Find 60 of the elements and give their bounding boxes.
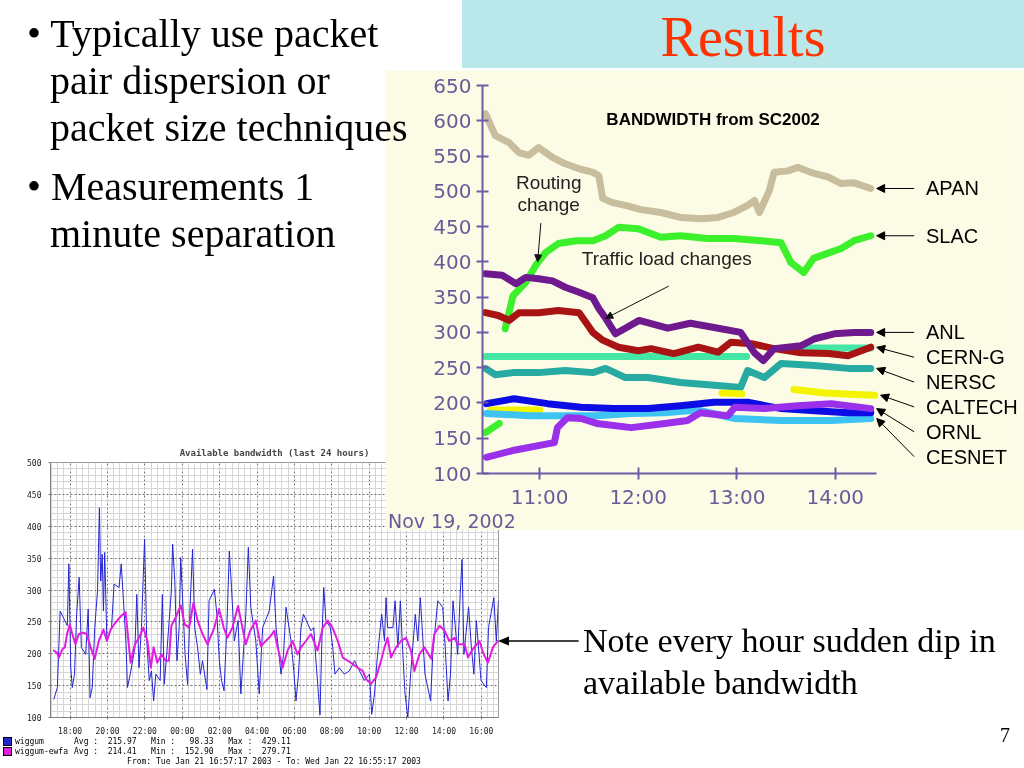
y-tick-label: 450 <box>433 214 472 239</box>
y-tick-label: 300 <box>27 586 42 596</box>
text: • Measurements 1 minute separation <box>27 163 337 257</box>
y-tick-label: 300 <box>433 320 472 345</box>
y-tick-label: 200 <box>27 650 42 660</box>
annotation: Note every hour sudden dip in available bandwidth <box>583 620 997 703</box>
y-tick-label: 500 <box>27 459 42 468</box>
text: CESNET <box>925 445 1008 468</box>
x-tick-label: 06:00 <box>282 726 307 736</box>
y-tick-label: 600 <box>433 108 472 133</box>
text: APAN <box>925 177 979 200</box>
text: SLAC <box>925 224 979 247</box>
y-tick-label: 400 <box>433 249 472 274</box>
x-tick-label: 13:00 <box>707 484 766 509</box>
text: NERSC <box>925 371 996 394</box>
x-tick-label: 16:00 <box>469 726 494 736</box>
y-tick-label: 350 <box>433 285 472 310</box>
x-tick-label: 14:00 <box>806 484 865 509</box>
text: Results <box>462 0 1024 68</box>
text: From: Tue Jan 21 16:57:17 2003 - To: Wed Jan 22 16:55:17 2003 <box>126 757 422 767</box>
x-axis-title: Nov 19, 2002 <box>388 510 516 533</box>
x-tick-label: 11:00 <box>510 484 569 509</box>
annotation: Traffic load changes <box>581 248 752 270</box>
x-tick-label: 00:00 <box>170 726 195 736</box>
legend-label: wiggum <box>14 737 44 747</box>
y-tick-label: 450 <box>27 490 42 500</box>
text: ORNL <box>925 420 982 443</box>
y-tick-label: 150 <box>433 426 472 451</box>
y-tick-label: 350 <box>27 554 42 564</box>
y-tick-label: 250 <box>27 618 42 628</box>
x-tick-label: 10:00 <box>357 726 382 736</box>
y-tick-label: 250 <box>433 355 472 380</box>
y-tick-label: 400 <box>27 522 42 532</box>
x-tick-label: 02:00 <box>207 726 232 736</box>
y-tick-label: 100 <box>433 461 472 486</box>
x-tick-label: 18:00 <box>58 726 83 736</box>
y-tick-label: 150 <box>27 682 42 692</box>
x-tick-label: 08:00 <box>319 726 345 736</box>
x-tick-label: 20:00 <box>95 726 120 736</box>
x-tick-label: 04:00 <box>245 726 270 736</box>
x-tick-label: 12:00 <box>394 726 419 736</box>
annotation: Routing change <box>515 172 582 216</box>
x-tick-label: 12:00 <box>609 484 668 509</box>
text: CERN-G <box>925 346 1005 369</box>
y-tick-label: 200 <box>433 390 472 415</box>
text: Avg : 215.97 Min : 98.33 Max : 429.11 <box>74 737 291 747</box>
y-tick-label: 550 <box>433 144 472 169</box>
text: CALTECH <box>925 395 1018 418</box>
chart-title: Available bandwidth (last 24 hours) <box>179 447 370 458</box>
y-tick-label: 100 <box>27 714 42 723</box>
y-tick-label: 500 <box>433 179 472 204</box>
legend-label: wiggum-ewfa <box>14 747 68 757</box>
text: 7 <box>1000 723 1010 748</box>
y-tick-label: 650 <box>433 73 472 98</box>
x-tick-label: 14:00 <box>431 726 457 736</box>
text: Avg : 214.41 Min : 152.90 Max : 279.71 <box>74 747 291 757</box>
x-tick-label: 22:00 <box>132 726 158 736</box>
text: • Typically use packet pair dispersion or packet size techniques <box>27 10 409 151</box>
text: ANL <box>925 321 965 344</box>
text: BANDWIDTH from SC2002 <box>606 109 820 129</box>
